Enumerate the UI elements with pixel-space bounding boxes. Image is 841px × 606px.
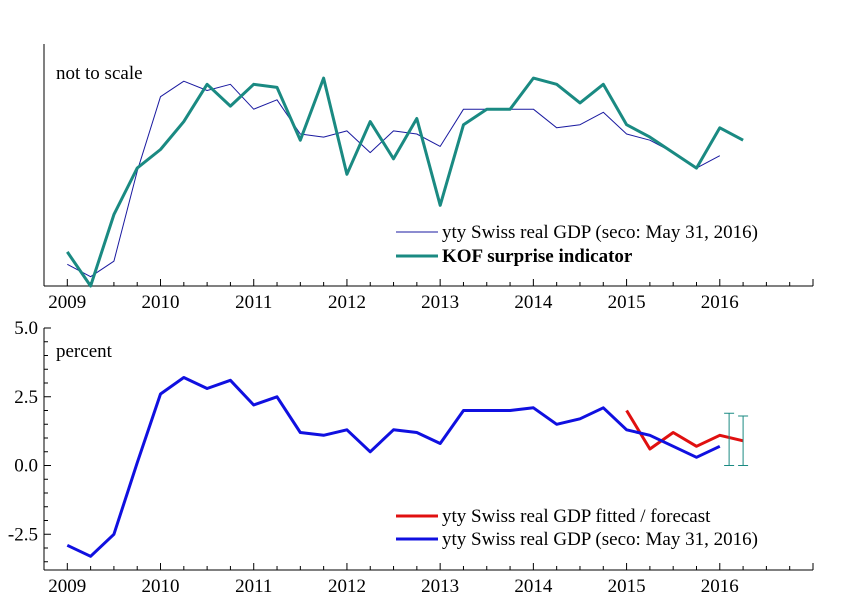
error-bar-0 (724, 412, 735, 466)
top-legend: yty Swiss real GDP (seco: May 31, 2016) … (396, 222, 758, 267)
bottom-x-tick-label: 2015 (608, 576, 646, 597)
bottom-y-tick-label: -2.5 (8, 524, 38, 545)
bottom-legend-label-gdp: yty Swiss real GDP (seco: May 31, 2016) (442, 529, 758, 550)
bottom-x-tick-label: 2013 (421, 576, 459, 597)
top-x-tick-label: 2012 (328, 292, 366, 313)
bottom-legend-label-forecast: yty Swiss real GDP fitted / forecast (442, 506, 711, 527)
top-x-tick-label: 2011 (235, 292, 272, 313)
bottom-panel: percent 2009 2010 2011 2012 2013 2014 2015 2016… (8, 318, 814, 597)
bottom-x-tick-label: 2011 (235, 576, 272, 597)
error-bar-1 (738, 415, 749, 466)
top-x-tick-label: 2013 (421, 292, 459, 313)
top-panel: not to scale 2009 2010 2011 2012 2013 2014 201… (43, 44, 814, 313)
bottom-error-bars (724, 412, 749, 466)
top-x-tick-label: 2016 (701, 292, 739, 313)
bottom-series-line-0 (625, 409, 744, 451)
bottom-legend: yty Swiss real GDP fitted / forecast yty… (396, 506, 758, 550)
bottom-series (66, 376, 744, 558)
bottom-y-ticks: 5.0 2.5 0.0 -2.5 (8, 318, 51, 563)
top-x-tick-label: 2015 (608, 292, 646, 313)
top-annotation: not to scale (56, 63, 143, 84)
bottom-y-tick-label: 2.5 (14, 387, 38, 408)
bottom-x-tick-label: 2009 (48, 576, 86, 597)
bottom-annotation: percent (56, 341, 113, 362)
bottom-y-tick-label: 5.0 (14, 318, 38, 339)
top-x-tick-label: 2014 (514, 292, 553, 313)
top-series-line-0 (67, 80, 721, 278)
bottom-x-tick-label: 2010 (142, 576, 180, 597)
bottom-series-line-1 (66, 376, 721, 558)
bottom-x-tick-label: 2016 (701, 576, 739, 597)
bottom-x-ticks: 2009 2010 2011 2012 2013 2014 2015 2016 (43, 563, 814, 597)
top-x-tick-label: 2009 (48, 292, 86, 313)
bottom-x-tick-label: 2012 (328, 576, 366, 597)
top-series (66, 76, 744, 288)
top-series-line-1 (66, 76, 744, 288)
top-legend-label-kof: KOF surprise indicator (442, 246, 633, 267)
bottom-y-tick-label: 0.0 (14, 456, 38, 477)
top-x-ticks: 2009 2010 2011 2012 2013 2014 2015 2016 (43, 279, 814, 313)
top-x-tick-label: 2010 (142, 292, 180, 313)
top-legend-label-gdp: yty Swiss real GDP (seco: May 31, 2016) (442, 222, 758, 243)
bottom-x-tick-label: 2014 (514, 576, 553, 597)
